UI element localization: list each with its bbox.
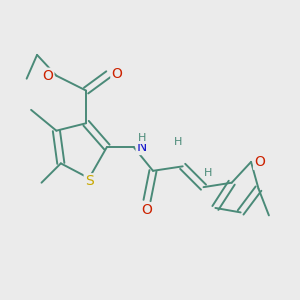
Text: O: O [111,67,122,81]
Text: O: O [43,69,53,83]
Text: N: N [136,140,147,154]
Text: S: S [85,174,93,188]
Text: O: O [142,203,152,218]
Text: O: O [254,155,265,169]
Text: H: H [138,133,146,143]
Text: H: H [174,137,182,147]
Text: H: H [204,168,212,178]
